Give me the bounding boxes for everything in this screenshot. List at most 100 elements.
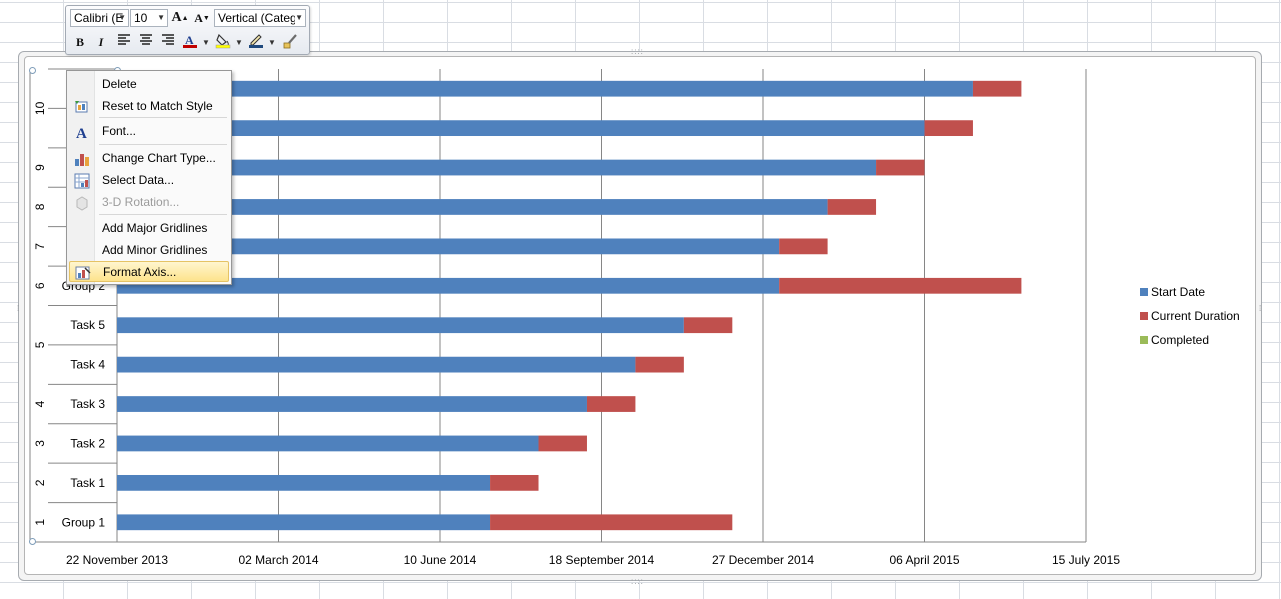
y-category-label: Task 4	[70, 358, 105, 372]
menu-item-reset-to-match-style[interactable]: Reset to Match Style	[69, 96, 229, 117]
fill-color-icon[interactable]	[214, 33, 232, 51]
y-outer-category-label: 9	[33, 164, 47, 171]
selection-handle-top-left[interactable]	[29, 67, 36, 74]
menu-item-label: 3-D Rotation...	[102, 195, 180, 209]
bar-series-layer[interactable]	[117, 80, 1022, 531]
y-outer-category-label: 6	[33, 282, 47, 289]
bar-start-date[interactable]	[117, 396, 587, 412]
menu-separator	[99, 214, 227, 215]
align-right-icon[interactable]	[159, 33, 177, 51]
shrink-font-icon[interactable]: A▼	[194, 11, 210, 25]
bar-current-duration[interactable]	[779, 277, 1022, 294]
y-outer-category-label: 10	[33, 101, 47, 115]
legend-swatch	[1140, 312, 1148, 320]
bar-current-duration[interactable]	[876, 159, 925, 176]
outline-color-icon[interactable]	[247, 33, 265, 51]
menu-item-label: Format Axis...	[103, 265, 177, 279]
legend-label: Current Duration	[1151, 309, 1240, 323]
font-name-value: Calibri (E	[74, 11, 124, 25]
align-center-icon[interactable]	[137, 33, 155, 51]
bar-start-date[interactable]	[117, 356, 636, 373]
menu-separator	[99, 144, 227, 145]
reset-style-icon	[74, 99, 90, 115]
bar-start-date[interactable]	[117, 317, 684, 334]
y-outer-category-label: 5	[33, 341, 47, 348]
menu-item-delete[interactable]: Delete	[69, 74, 229, 95]
font-icon: A	[74, 124, 90, 142]
bar-start-date[interactable]	[117, 277, 780, 294]
frame-resize-dots-bottom[interactable]: ::::	[631, 577, 644, 586]
menu-item-label: Change Chart Type...	[102, 151, 216, 165]
bar-current-duration[interactable]	[635, 356, 684, 373]
menu-item-label: Add Minor Gridlines	[102, 243, 208, 257]
y-outer-category-label: 3	[33, 440, 47, 447]
x-tick-label: 22 November 2013	[66, 553, 168, 567]
legend-label: Start Date	[1151, 285, 1206, 299]
horizontal-date-axis[interactable]: 22 November 2013 02 March 2014 10 June 201…	[66, 541, 1120, 567]
bar-start-date[interactable]	[117, 238, 780, 255]
x-tick-label: 18 September 2014	[549, 553, 655, 567]
font-size-combo[interactable]: 10 ▼	[130, 9, 168, 27]
menu-item-add-minor-gridlines[interactable]: Add Minor Gridlines	[69, 240, 229, 261]
chevron-down-icon: ▼	[157, 13, 165, 22]
rotation-3d-icon	[74, 195, 90, 211]
bar-start-date[interactable]	[117, 159, 877, 176]
y-outer-category-label: 2	[33, 479, 47, 486]
menu-item-font[interactable]: A Font...	[69, 121, 229, 142]
font-name-combo[interactable]: Calibri (E ▼	[70, 9, 129, 27]
bar-current-duration[interactable]	[538, 435, 587, 452]
bar-start-date[interactable]	[117, 199, 828, 215]
menu-item-add-major-gridlines[interactable]: Add Major Gridlines	[69, 218, 229, 239]
y-category-label: Group 1	[62, 515, 106, 529]
y-outer-category-label: 4	[33, 400, 47, 407]
frame-resize-dots-right[interactable]: ⁞	[1259, 304, 1263, 313]
bar-start-date[interactable]	[117, 435, 539, 452]
bar-current-duration[interactable]	[490, 514, 733, 531]
chevron-down-icon: ▼	[118, 13, 126, 22]
bar-start-date[interactable]	[117, 514, 491, 531]
select-data-icon	[74, 173, 90, 189]
align-left-icon[interactable]	[115, 33, 133, 51]
bar-current-duration[interactable]	[972, 80, 1022, 97]
frame-resize-dots-left[interactable]: ⁞	[17, 304, 21, 313]
chevron-down-icon[interactable]: ▼	[268, 38, 276, 47]
x-tick-label: 02 March 2014	[238, 553, 318, 567]
y-category-label: Task 3	[70, 397, 105, 411]
menu-item-label: Select Data...	[102, 173, 175, 187]
x-tick-label: 06 April 2015	[889, 553, 959, 567]
menu-item-format-axis[interactable]: Format Axis...	[69, 261, 229, 282]
grow-font-icon[interactable]: A▲	[171, 10, 189, 25]
italic-button[interactable]: I	[98, 35, 104, 49]
bar-current-duration[interactable]	[924, 120, 973, 137]
bar-start-date[interactable]	[117, 474, 491, 491]
frame-resize-dots-top[interactable]: ::::	[631, 47, 644, 56]
y-outer-category-label: 7	[33, 243, 47, 250]
menu-item-change-chart-type[interactable]: Change Chart Type...	[69, 148, 229, 169]
selection-handle-bottom-left[interactable]	[29, 538, 36, 545]
legend-label: Completed	[1151, 333, 1210, 347]
font-size-value: 10	[134, 11, 148, 25]
menu-item-select-data[interactable]: Select Data...	[69, 170, 229, 191]
bar-current-duration[interactable]	[490, 474, 539, 491]
bar-current-duration[interactable]	[827, 199, 877, 215]
bar-current-duration[interactable]	[683, 317, 733, 334]
bold-button[interactable]: B	[75, 35, 84, 49]
chevron-down-icon[interactable]: ▼	[202, 38, 210, 47]
bar-start-date[interactable]	[117, 120, 925, 137]
chart-element-selector[interactable]: Vertical (Catego ▼	[214, 9, 306, 27]
y-category-label: Task 2	[70, 436, 105, 450]
bar-start-date[interactable]	[117, 80, 973, 97]
font-color-icon[interactable]: A	[181, 33, 199, 51]
x-tick-label: 27 December 2014	[712, 553, 814, 567]
menu-item-label: Delete	[102, 77, 137, 91]
axis-context-menu: Delete Reset to Match Style A Font... Change…	[66, 70, 232, 285]
format-painter-icon[interactable]	[281, 33, 299, 51]
y-outer-category-label: 1	[33, 519, 47, 526]
menu-item-label: Reset to Match Style	[102, 99, 213, 113]
bar-current-duration[interactable]	[779, 238, 828, 255]
mini-toolbar: Calibri (E ▼ 10 ▼ A▲ A▼ Vertical (Catego…	[65, 5, 310, 55]
chevron-down-icon[interactable]: ▼	[235, 38, 243, 47]
bar-current-duration[interactable]	[586, 396, 636, 412]
